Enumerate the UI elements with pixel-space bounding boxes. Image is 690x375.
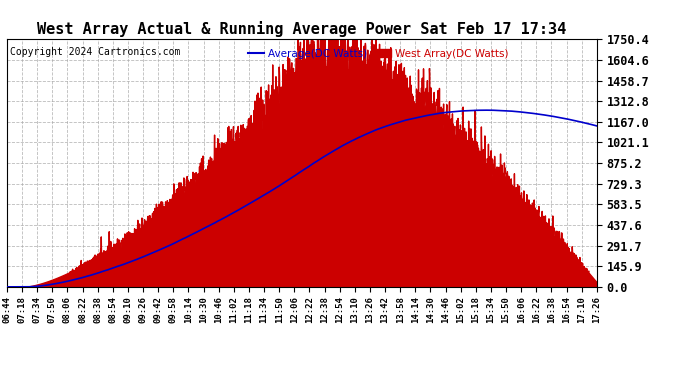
Legend: Average(DC Watts), West Array(DC Watts): Average(DC Watts), West Array(DC Watts): [244, 45, 513, 63]
Title: West Array Actual & Running Average Power Sat Feb 17 17:34: West Array Actual & Running Average Powe…: [37, 21, 566, 37]
Text: Copyright 2024 Cartronics.com: Copyright 2024 Cartronics.com: [10, 47, 180, 57]
